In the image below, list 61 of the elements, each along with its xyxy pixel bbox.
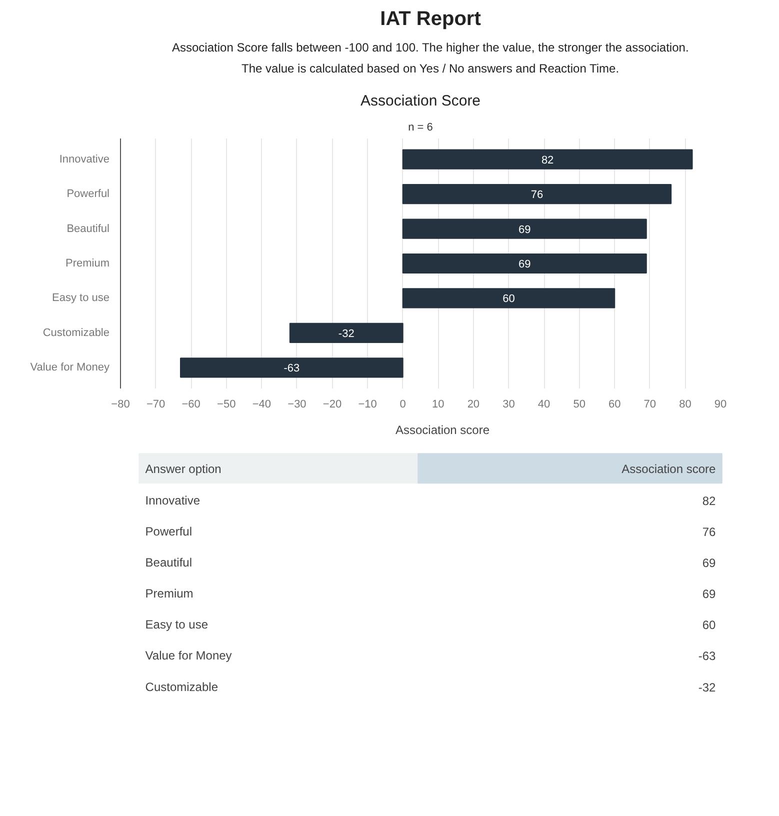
x-tick-label: −60	[182, 398, 200, 410]
y-tick-label: Easy to use	[52, 292, 110, 304]
bar	[402, 149, 693, 170]
category-label: Beautiful	[145, 555, 192, 570]
bar	[402, 184, 672, 204]
category-label: Customizable	[145, 680, 218, 694]
data-label: 82	[702, 494, 716, 508]
x-tick-label: 70	[644, 398, 656, 410]
x-tick-label: 30	[502, 398, 515, 410]
x-tick-label: 60	[608, 398, 621, 410]
x-tick-label: 50	[573, 398, 586, 410]
category-label: Innovative	[145, 493, 200, 508]
data-label: -63	[284, 362, 300, 375]
y-tick-label: Customizable	[42, 326, 110, 339]
data-label: -63	[698, 649, 716, 664]
data-label: -32	[698, 680, 716, 694]
category-label: Powerful	[145, 524, 192, 538]
data-label: 82	[541, 154, 554, 166]
data-label: 60	[502, 293, 515, 306]
bar	[402, 218, 647, 239]
data-label: 76	[702, 524, 716, 539]
text: The value is calculated based on Yes / No answers and Reaction Time.	[242, 62, 620, 76]
x-tick-label: −70	[146, 398, 166, 410]
x-tick-label: −80	[111, 398, 130, 410]
text: Association Score falls between -100 and 100. The higher the value, the stronger the association.	[172, 40, 689, 54]
x-tick-label: −10	[358, 398, 377, 410]
text: Association score	[622, 462, 716, 476]
chart-title: Association Score	[360, 92, 481, 110]
x-tick-label: 90	[714, 398, 727, 410]
data-label: 69	[702, 556, 716, 570]
data-label: 69	[518, 258, 531, 270]
bar	[402, 253, 647, 274]
category-label: Premium	[145, 586, 194, 601]
y-tick-label: Premium	[65, 258, 110, 270]
x-tick-label: 20	[467, 398, 480, 410]
x-tick-label: 10	[432, 398, 444, 410]
category-label: Easy to use	[145, 618, 208, 632]
x-tick-label: −30	[288, 398, 306, 410]
bar	[289, 322, 404, 343]
chart-subtitle: n = 6	[408, 122, 433, 134]
x-tick-label: 80	[679, 398, 692, 410]
category-label: Value for Money	[145, 648, 232, 663]
text: Association score	[395, 423, 490, 437]
x-tick-label: −50	[217, 398, 236, 410]
data-label: 69	[518, 224, 531, 236]
y-tick-label: Innovative	[59, 153, 110, 166]
y-tick-label: Value for Money	[30, 362, 110, 374]
x-tick-label: −40	[252, 398, 272, 410]
text: Answer option	[145, 462, 222, 476]
y-tick-label: Powerful	[66, 188, 110, 200]
data-label: 69	[702, 587, 716, 602]
data-label: 76	[530, 189, 544, 202]
bar	[402, 288, 616, 308]
data-label: -32	[338, 328, 354, 340]
bar	[180, 358, 404, 378]
x-tick-label: −20	[322, 398, 342, 410]
y-tick-label: Beautiful	[66, 222, 110, 235]
x-tick-label: 40	[538, 398, 550, 410]
x-tick-label: 0	[400, 398, 406, 410]
text: IAT Report	[380, 8, 482, 30]
data-label: 60	[702, 618, 716, 632]
